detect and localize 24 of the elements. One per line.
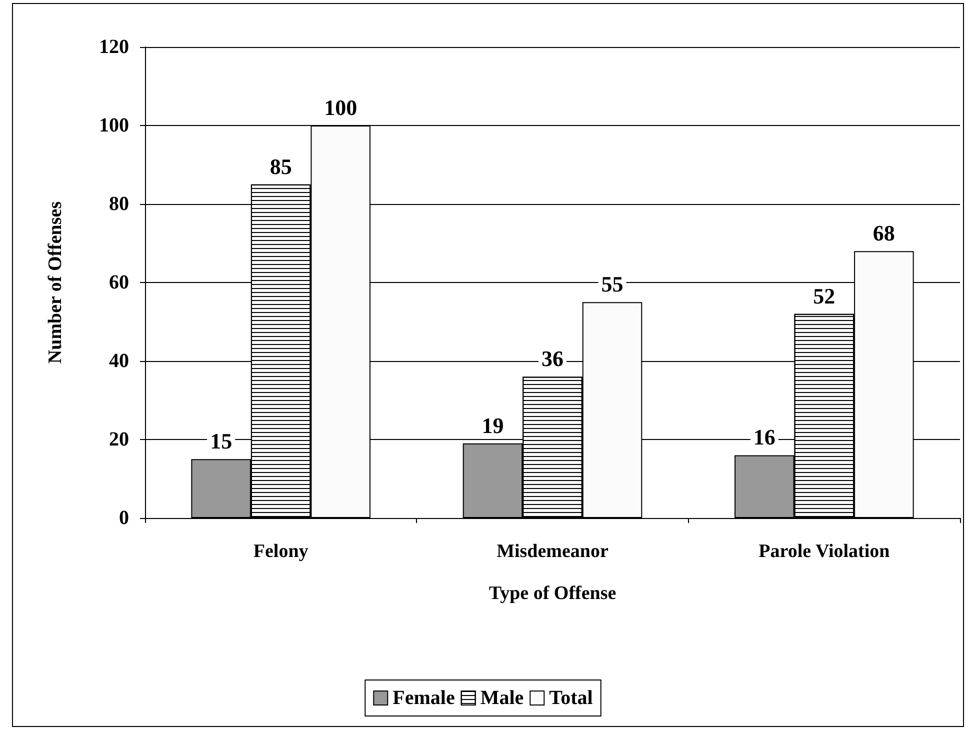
legend-label: Total	[549, 687, 594, 709]
data-label: 68	[872, 220, 895, 246]
x-tick-label: Parole Violation	[758, 541, 890, 562]
y-tick-label: 40	[109, 350, 129, 372]
legend-label: Male	[480, 687, 524, 709]
legend-label: Female	[392, 687, 455, 709]
data-label: 19	[482, 412, 504, 438]
data-label: 16	[753, 424, 776, 450]
x-tick-label: Misdemeanor	[496, 541, 609, 562]
data-label: 36	[542, 346, 564, 372]
y-tick-label: 60	[109, 272, 129, 294]
data-label: 55	[601, 272, 624, 297]
y-tick-label: 20	[109, 428, 129, 450]
data-label: 85	[270, 154, 292, 179]
y-tick-label: 80	[109, 193, 129, 215]
data-label: 100	[324, 95, 358, 120]
x-tick-label: Felony	[253, 541, 309, 562]
y-axis-title: Number of Offenses	[45, 201, 66, 364]
data-label: 15	[210, 428, 232, 454]
x-axis-title: Type of Offense	[488, 583, 616, 604]
y-tick-label: 0	[119, 507, 129, 529]
y-tick-label: 120	[99, 36, 129, 58]
data-label: 52	[813, 283, 836, 308]
y-tick-label: 100	[99, 114, 129, 136]
